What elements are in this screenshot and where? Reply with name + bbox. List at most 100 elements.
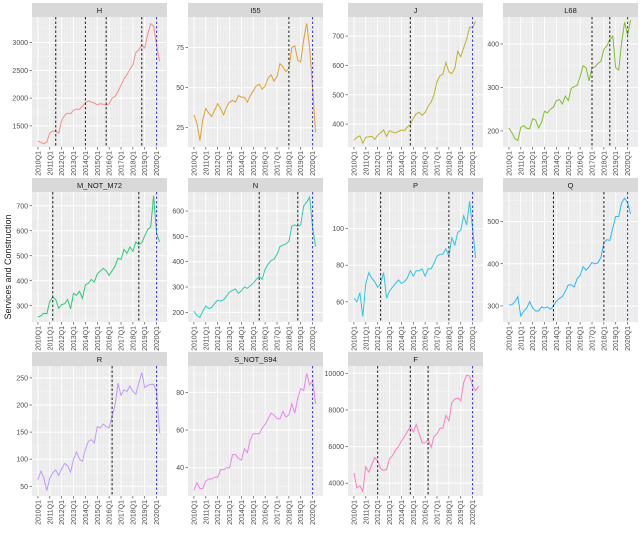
x-tick-label: 2012Q1 [375, 500, 382, 525]
series-line [353, 21, 477, 145]
x-tick-label: 2020Q1 [470, 326, 477, 351]
x-tick-label: 2017Q1 [275, 151, 282, 176]
facet-strip [503, 3, 638, 17]
x-tick-label: 2015Q1 [251, 326, 258, 351]
series-line [37, 372, 161, 491]
x-tick-label: 2014Q1 [399, 151, 406, 176]
y-tick-label: 75 [176, 45, 184, 52]
y-tick-label: 700 [16, 203, 28, 210]
y-tick-label: 200 [172, 310, 184, 317]
panel-n: N 200 300 400 500 600 2010Q1 2011Q1 2012Q1 2013Q1… [172, 178, 323, 351]
series-line [193, 195, 317, 319]
facet-strip-label: I55 [250, 6, 260, 15]
x-tick-label: 2013Q1 [387, 500, 394, 525]
x-tick-label: 2014Q1 [83, 151, 90, 176]
panel-m-not-m72: M_NOT_M72 300 400 500 600 700 2010Q1 2011Q1 2012… [16, 178, 167, 351]
y-tick-label: 80 [176, 390, 184, 397]
y-tick-label: 1500 [12, 123, 28, 130]
facet-strip-label: P [413, 181, 418, 190]
x-tick-label: 2018Q1 [286, 151, 293, 176]
x-tick-label: 2016Q1 [107, 500, 114, 525]
x-tick-label: 2020Q1 [310, 500, 317, 525]
x-tick-label: 2017Q1 [275, 500, 282, 525]
x-tick-label: 2017Q1 [435, 500, 442, 525]
x-tick-label: 2020Q1 [470, 151, 477, 176]
series-line [193, 23, 317, 141]
y-tick-label: 6000 [328, 444, 344, 451]
y-tick-label: 40 [176, 465, 184, 472]
x-tick-label: 2020Q1 [310, 326, 317, 351]
x-tick-label: 2011Q1 [363, 500, 370, 524]
plot-background [503, 192, 638, 322]
x-tick-label: 2016Q1 [423, 500, 430, 525]
x-tick-label: 2019Q1 [613, 326, 620, 351]
x-tick-label: 2013Q1 [387, 326, 394, 351]
x-tick-label: 2015Q1 [411, 151, 418, 176]
x-tick-label: 2012Q1 [375, 151, 382, 176]
facet-strip-label: J [414, 6, 418, 15]
x-tick-label: 2017Q1 [590, 326, 597, 351]
x-tick-label: 2019Q1 [458, 500, 465, 525]
x-tick-label: 2020Q1 [154, 326, 161, 351]
y-tick-label: 400 [487, 261, 499, 268]
x-tick-label: 2019Q1 [298, 326, 305, 351]
x-tick-label: 2018Q1 [601, 326, 608, 351]
y-tick-label: 400 [172, 259, 184, 266]
x-tick-label: 2018Q1 [446, 500, 453, 525]
y-tick-label: 500 [16, 253, 28, 260]
x-tick-label: 2014Q1 [83, 500, 90, 525]
x-tick-label: 2020Q1 [310, 151, 317, 176]
x-tick-label: 2017Q1 [119, 326, 126, 351]
x-tick-label: 2012Q1 [375, 326, 382, 351]
x-tick-label: 2011Q1 [47, 500, 54, 524]
y-tick-label: 10000 [325, 371, 345, 378]
x-tick-label: 2011Q1 [363, 326, 370, 350]
x-tick-label: 2019Q1 [298, 151, 305, 176]
y-tick-label: 700 [332, 34, 344, 41]
x-tick-label: 2014Q1 [83, 326, 90, 351]
x-tick-label: 2020Q1 [625, 326, 632, 351]
x-tick-label: 2015Q1 [566, 326, 573, 351]
y-tick-label: 2500 [12, 68, 28, 75]
y-tick-label: 600 [332, 63, 344, 70]
y-tick-label: 25 [176, 125, 184, 132]
y-tick-label: 80 [336, 263, 344, 270]
y-tick-label: 250 [16, 375, 28, 382]
facet-strip [188, 178, 323, 192]
x-tick-label: 2012Q1 [215, 151, 222, 176]
x-tick-label: 2016Q1 [107, 151, 114, 176]
y-tick-label: 200 [16, 403, 28, 410]
x-tick-label: 2017Q1 [275, 326, 282, 351]
x-tick-label: 2010Q1 [191, 151, 198, 176]
x-tick-label: 2012Q1 [59, 151, 66, 176]
y-tick-label: 600 [172, 209, 184, 216]
x-tick-label: 2020Q1 [470, 500, 477, 525]
x-tick-label: 2011Q1 [203, 500, 210, 524]
x-tick-label: 2018Q1 [130, 326, 137, 351]
series-line [353, 201, 477, 317]
x-tick-label: 2013Q1 [227, 500, 234, 525]
x-tick-label: 2013Q1 [71, 151, 78, 176]
x-tick-label: 2019Q1 [142, 151, 149, 176]
x-tick-label: 2014Q1 [239, 151, 246, 176]
facet-strip-label: L68 [564, 6, 577, 15]
y-tick-label: 400 [16, 278, 28, 285]
x-tick-label: 2010Q1 [191, 500, 198, 525]
x-tick-label: 2016Q1 [263, 326, 270, 351]
x-tick-label: 2019Q1 [613, 151, 620, 176]
y-tick-label: 8000 [328, 407, 344, 414]
x-tick-label: 2011Q1 [518, 151, 525, 175]
x-tick-label: 2014Q1 [554, 326, 561, 351]
panel-l68: L68 200 300 400 2010Q1 2011Q1 2012Q1 2013Q1 2014… [487, 3, 638, 176]
x-tick-label: 2016Q1 [263, 151, 270, 176]
y-tick-label: 50 [20, 484, 28, 491]
x-tick-label: 2013Q1 [542, 326, 549, 351]
x-tick-label: 2010Q1 [35, 500, 42, 525]
plot-background [188, 366, 323, 496]
x-tick-label: 2018Q1 [286, 500, 293, 525]
x-tick-label: 2018Q1 [130, 500, 137, 525]
y-tick-label: 500 [332, 92, 344, 99]
x-tick-label: 2017Q1 [435, 326, 442, 351]
x-tick-label: 2016Q1 [423, 326, 430, 351]
